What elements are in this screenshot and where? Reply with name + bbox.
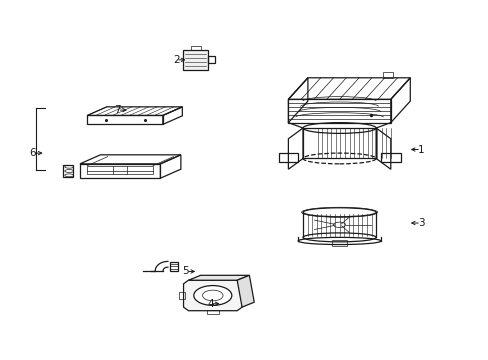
- Text: 7: 7: [114, 105, 121, 115]
- Polygon shape: [183, 280, 242, 311]
- Ellipse shape: [65, 174, 73, 177]
- Bar: [278, 153, 298, 162]
- Bar: [190, 46, 200, 50]
- Bar: [178, 292, 184, 299]
- Bar: [303, 128, 375, 158]
- Text: 2: 2: [173, 55, 179, 65]
- Text: 3: 3: [417, 218, 424, 228]
- Bar: [206, 310, 218, 314]
- Bar: [208, 55, 215, 63]
- Bar: [63, 165, 73, 177]
- Ellipse shape: [65, 165, 73, 168]
- Polygon shape: [188, 275, 249, 280]
- Bar: [380, 153, 400, 162]
- Ellipse shape: [65, 170, 73, 172]
- Polygon shape: [237, 275, 254, 307]
- Bar: [383, 72, 392, 78]
- Text: 6: 6: [29, 148, 36, 158]
- Text: 5: 5: [183, 266, 189, 276]
- Text: 1: 1: [417, 144, 424, 154]
- Bar: [331, 240, 346, 246]
- Bar: [169, 262, 177, 271]
- Ellipse shape: [333, 222, 345, 228]
- Text: 4: 4: [206, 299, 213, 309]
- Ellipse shape: [193, 285, 231, 305]
- Bar: [183, 50, 208, 70]
